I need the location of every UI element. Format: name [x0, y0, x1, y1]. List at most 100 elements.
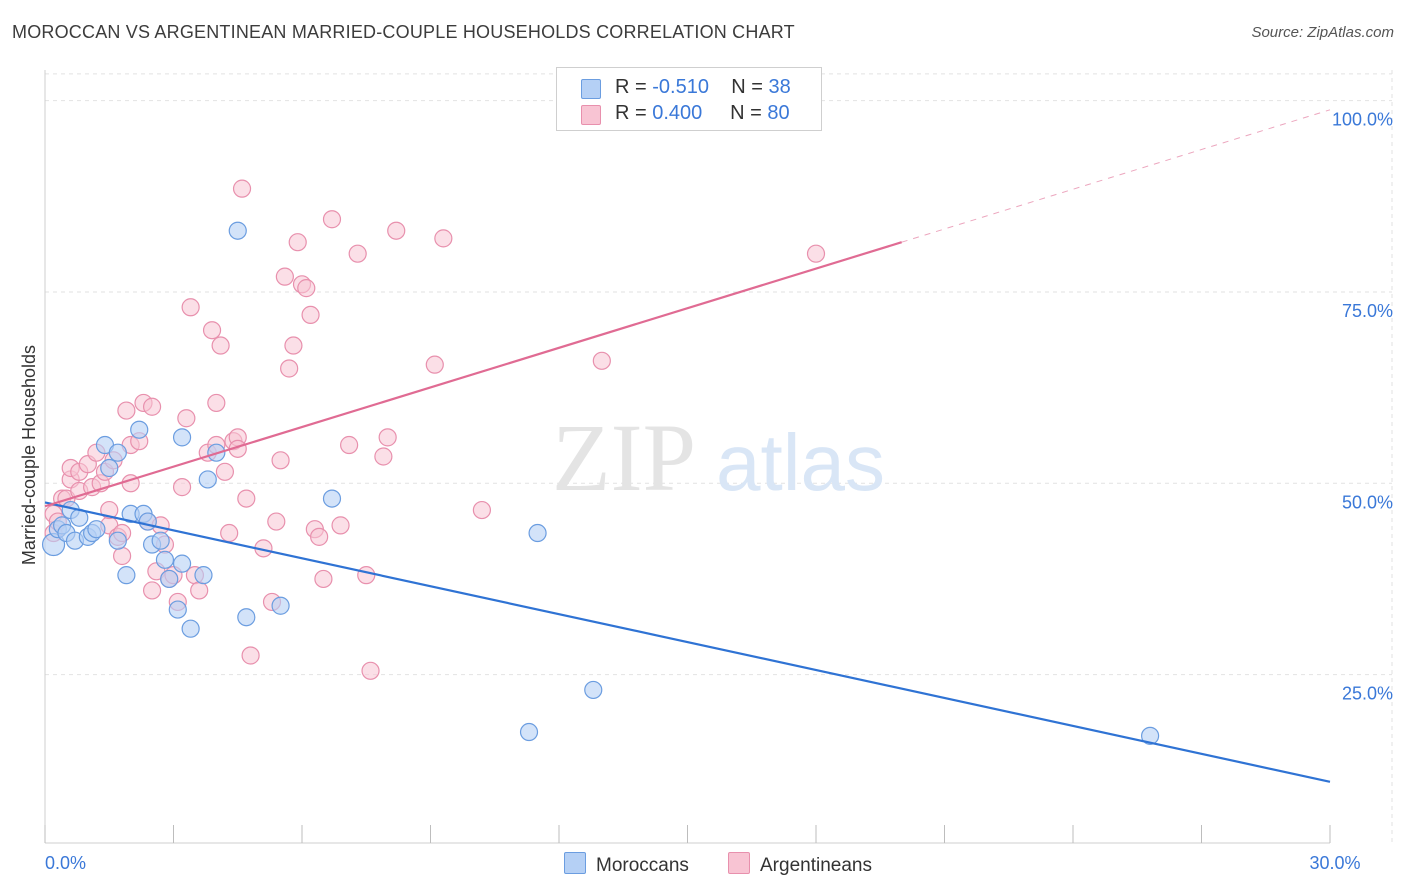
- argentineans-point: [207, 393, 226, 413]
- argentineans-point: [310, 527, 329, 546]
- argentineans-point: [142, 397, 162, 416]
- moroccans-trendline: [44, 501, 1331, 783]
- moroccans-point: [155, 550, 175, 569]
- legend-n-label: N =: [731, 76, 763, 98]
- argentineans-point: [348, 244, 367, 263]
- y-tick-label: 50.0%: [1342, 492, 1393, 512]
- trendlines: [44, 109, 1331, 783]
- argentineans-point: [357, 566, 376, 585]
- argentineans-trendline: [44, 241, 902, 508]
- legend-n-label: N =: [730, 102, 762, 124]
- legend-r-label: R =: [615, 76, 647, 98]
- argentineans-point: [232, 179, 252, 198]
- argentineans-point: [288, 233, 307, 252]
- legend-r-value: -0.510: [652, 76, 709, 98]
- moroccans-point: [198, 470, 217, 489]
- moroccans-point: [1140, 726, 1160, 745]
- argentineans-point: [237, 489, 256, 508]
- y-axis-label: Married-couple Households: [19, 345, 39, 565]
- moroccans-point: [271, 596, 290, 615]
- argentineans-point: [361, 661, 380, 680]
- moroccans-point: [117, 566, 136, 585]
- moroccans-point: [108, 531, 127, 550]
- moroccans-point: [172, 428, 192, 447]
- moroccans-point: [151, 531, 170, 550]
- zipatlas-watermark: ZIP atlas: [552, 404, 885, 511]
- argentineans-point: [202, 321, 222, 340]
- argentineans-point: [280, 359, 299, 378]
- argentineans-trendline-extension: [901, 109, 1331, 243]
- moroccans-point: [228, 221, 247, 240]
- argentineans-point: [322, 210, 342, 229]
- argentineans-point: [181, 298, 200, 317]
- moroccans-point: [181, 619, 200, 638]
- moroccans-point: [237, 608, 256, 627]
- legend-swatch-moroccans: [581, 79, 601, 99]
- chart-title: MOROCCAN VS ARGENTINEAN MARRIED-COUPLE H…: [12, 22, 795, 42]
- moroccans-point: [160, 569, 179, 589]
- argentineans-point: [284, 336, 303, 355]
- legend-n-value: 38: [768, 76, 791, 98]
- source-label: Source: ZipAtlas.com: [1251, 24, 1394, 41]
- argentineans-point: [387, 221, 406, 240]
- argentineans-point: [271, 451, 290, 470]
- axes: [44, 70, 1331, 844]
- x-tick-label: 30.0%: [1309, 853, 1360, 873]
- argentineans-point: [301, 305, 320, 325]
- moroccans-point: [87, 520, 106, 539]
- argentineans-point: [314, 569, 333, 589]
- argentineans-point: [340, 435, 359, 455]
- moroccans-point: [130, 420, 149, 439]
- argentineans-point: [374, 447, 393, 466]
- bottom-legend-argentineans: Argentineans: [728, 852, 872, 877]
- bottom-swatch-moroccans: [564, 852, 586, 874]
- bottom-legend-label: Moroccans: [596, 855, 689, 876]
- argentineans-point: [472, 500, 491, 520]
- y-tick-label: 25.0%: [1342, 684, 1393, 704]
- legend-swatch-argentineans: [581, 105, 601, 125]
- argentineans-point: [806, 244, 826, 263]
- gridlines: [45, 70, 1393, 843]
- argentineans-point: [241, 646, 260, 665]
- argentineans-point: [190, 581, 209, 600]
- argentineans-point: [100, 500, 119, 520]
- y-tick-label: 75.0%: [1342, 301, 1393, 321]
- argentineans-point: [211, 336, 230, 355]
- moroccans-point: [172, 554, 192, 573]
- moroccans-point: [100, 458, 119, 478]
- argentineans-point: [592, 351, 611, 370]
- argentineans-point: [117, 401, 136, 420]
- moroccans-point: [528, 523, 547, 543]
- stats-legend: R = -0.510 N = 38 R = 0.400 N = 80: [556, 67, 822, 131]
- argentineans-point: [425, 355, 444, 374]
- argentineans-point: [331, 516, 350, 535]
- argentineans-point: [220, 523, 239, 543]
- argentineans-point: [297, 279, 316, 298]
- argentineans-point: [177, 409, 196, 428]
- y-tick-label: 100.0%: [1332, 110, 1393, 130]
- argentineans-point: [267, 512, 286, 531]
- argentineans-points: [44, 179, 826, 680]
- bottom-swatch-argentineans: [728, 852, 750, 874]
- moroccans-point: [194, 566, 213, 585]
- legend-n-value: 80: [767, 102, 790, 124]
- argentineans-point: [434, 229, 453, 248]
- watermark-atlas: atlas: [716, 418, 885, 507]
- argentineans-point: [215, 462, 234, 481]
- argentineans-point: [142, 581, 162, 600]
- argentineans-point: [172, 478, 192, 497]
- moroccans-point: [519, 722, 539, 742]
- moroccans-point: [322, 489, 342, 508]
- watermark-zip: ZIP: [552, 404, 696, 511]
- moroccans-point: [108, 443, 127, 462]
- legend-r-label: R =: [615, 102, 647, 124]
- argentineans-point: [112, 546, 132, 566]
- argentineans-point: [378, 428, 397, 447]
- legend-r-value: 0.400: [652, 102, 703, 124]
- bottom-legend-label: Argentineans: [760, 855, 872, 876]
- bottom-legend-moroccans: Moroccans: [564, 852, 689, 877]
- argentineans-point: [275, 267, 294, 286]
- moroccans-point: [168, 600, 187, 619]
- tick-labels: 25.0% 50.0% 75.0% 100.0% 0.0% 30.0%: [45, 110, 1393, 873]
